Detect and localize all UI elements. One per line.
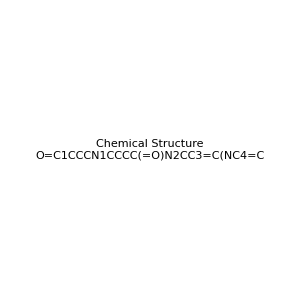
Text: Chemical Structure
O=C1CCCN1CCCC(=O)N2CC3=C(NC4=C: Chemical Structure O=C1CCCN1CCCC(=O)N2CC… xyxy=(35,139,265,161)
